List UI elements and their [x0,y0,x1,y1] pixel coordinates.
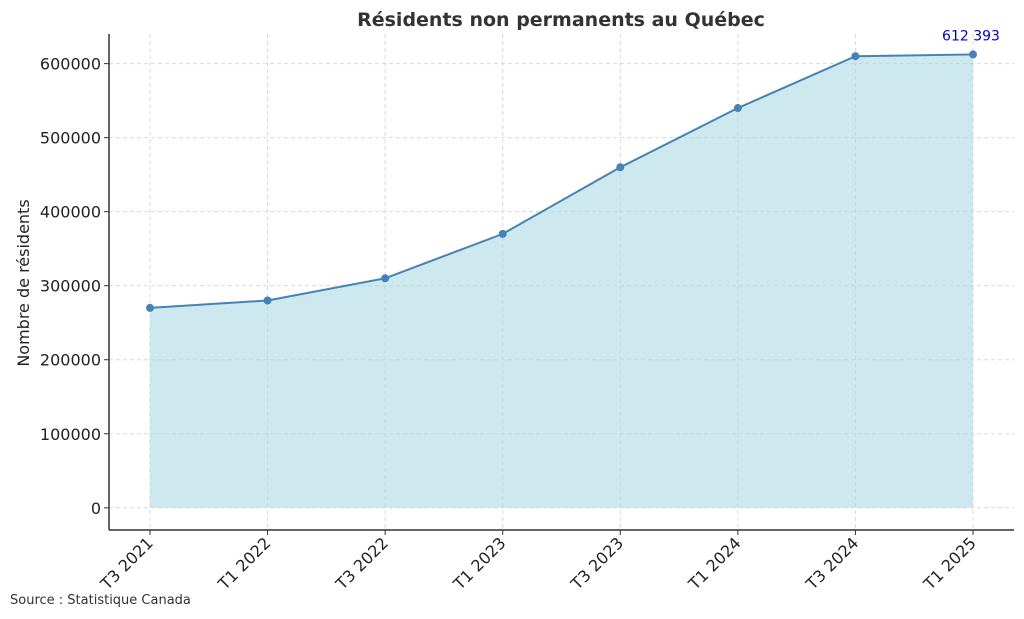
source-note: Source : Statistique Canada [10,593,191,608]
y-tick-label: 0 [91,499,101,518]
series-line [149,53,974,309]
last-value-annotation: 612 393 [942,28,1000,44]
data-point [733,104,742,113]
x-ticks: T3 2021 T1 2022 T3 2022 T1 2023 T3 2023 T1 20… [96,530,980,594]
y-axis-label: Nombre de résidents [14,199,33,366]
x-tick-label: T1 2022 [214,533,275,594]
data-points [146,50,977,312]
data-point [498,229,507,238]
y-tick-label: 200000 [40,351,101,370]
x-tick-label: T1 2023 [449,533,510,594]
x-tick-label: T1 2025 [919,533,980,594]
x-tick-label: T3 2022 [331,533,392,594]
x-tick-label: T3 2024 [802,533,863,594]
x-tick-label: T1 2024 [684,533,745,594]
y-tick-label: 100000 [40,425,101,444]
axes [108,34,1014,531]
y-tick-label: 400000 [40,203,101,222]
y-ticks: 0 100000 200000 300000 400000 500000 600000 [40,55,109,518]
y-tick-label: 600000 [40,55,101,74]
y-tick-label: 500000 [40,129,101,148]
y-tick-label: 300000 [40,277,101,296]
data-point [263,296,272,305]
data-point [146,303,154,312]
data-point [969,50,977,59]
data-point [381,274,390,283]
x-tick-label: T3 2023 [566,533,627,594]
series-area [150,54,973,508]
chart-title: Résidents non permanents au Québec [357,9,765,31]
data-point [616,163,625,172]
data-point [851,52,860,61]
x-tick-label: T3 2021 [96,533,157,594]
